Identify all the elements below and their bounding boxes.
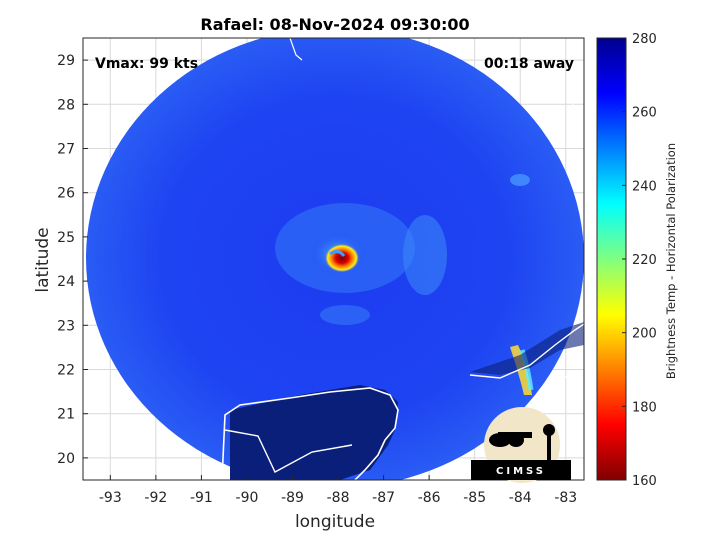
y-axis-label: latitude — [33, 227, 53, 292]
y-tick-label: 25 — [57, 230, 75, 246]
y-tick-label: 26 — [57, 186, 75, 202]
cuba-land — [470, 322, 584, 375]
colorbar — [596, 37, 627, 481]
x-tick-label: -86 — [418, 490, 441, 506]
border-line — [224, 429, 353, 473]
island-coastline — [559, 371, 584, 381]
colorbar-tick-label: 240 — [632, 179, 657, 194]
logo-dish-2 — [508, 433, 524, 447]
cloud-spot — [510, 174, 530, 186]
chart-title: Rafael: 08-Nov-2024 09:30:00 — [200, 15, 469, 34]
logo-text: CIMSS — [496, 466, 546, 477]
logo-tower-top — [543, 424, 555, 436]
vmax-label: Vmax: 99 kts — [95, 56, 198, 72]
x-tick-label: -93 — [99, 490, 122, 506]
x-tick-label: -88 — [327, 490, 350, 506]
gulf-coastline — [289, 38, 303, 61]
eye-center — [329, 249, 346, 257]
colorbar-ticks: 160 180 200 220 240 260 280 — [622, 32, 657, 489]
x-axis-label: longitude — [295, 512, 375, 532]
cuba-coastline — [469, 323, 584, 379]
away-label: 00:18 away — [484, 56, 574, 72]
logo-tower — [547, 430, 551, 460]
colorbar-label: Brightness Temp - Horizontal Polarizatio… — [664, 143, 678, 379]
y-tick-label: 28 — [57, 97, 75, 113]
cimss-logo: CIMSS — [471, 407, 571, 483]
x-tick-label: -91 — [190, 490, 213, 506]
axes-frame — [82, 37, 585, 481]
x-tick-label: -84 — [509, 490, 532, 506]
colorbar-tick-label: 160 — [632, 474, 657, 489]
logo-banner — [471, 460, 571, 480]
convection-edge — [519, 349, 534, 391]
y-tick-label: 21 — [57, 407, 75, 423]
y-axis-ticks: 20 21 22 23 24 25 26 27 28 29 — [57, 53, 88, 467]
yucatan-coastline — [221, 387, 399, 480]
colorbar-tick-label: 220 — [632, 253, 657, 268]
rainband-east — [403, 215, 447, 295]
x-axis-ticks: -93 -92 -91 -90 -89 -88 -87 -86 -85 -84 -83 — [99, 475, 577, 506]
x-tick-label: -92 — [144, 490, 167, 506]
colorbar-tick-label: 260 — [632, 106, 657, 121]
colorbar-tick-label: 280 — [632, 32, 657, 47]
y-tick-label: 20 — [57, 451, 75, 467]
x-tick-label: -85 — [463, 490, 486, 506]
eyewall-core — [324, 243, 360, 273]
colorbar-tick-label: 200 — [632, 327, 657, 342]
x-tick-label: -83 — [554, 490, 577, 506]
y-tick-label: 24 — [57, 274, 75, 290]
y-tick-label: 23 — [57, 318, 75, 334]
x-tick-label: -90 — [236, 490, 259, 506]
y-tick-label: 27 — [57, 142, 75, 158]
logo-dish — [489, 433, 511, 447]
rainband-south — [320, 305, 370, 325]
y-tick-label: 22 — [57, 363, 75, 379]
yucatan-land — [230, 385, 398, 480]
colorbar-tick-label: 180 — [632, 400, 657, 415]
florida-coastline — [569, 69, 584, 133]
y-tick-label: 29 — [57, 53, 75, 69]
x-tick-label: -87 — [372, 490, 395, 506]
x-tick-label: -89 — [281, 490, 304, 506]
